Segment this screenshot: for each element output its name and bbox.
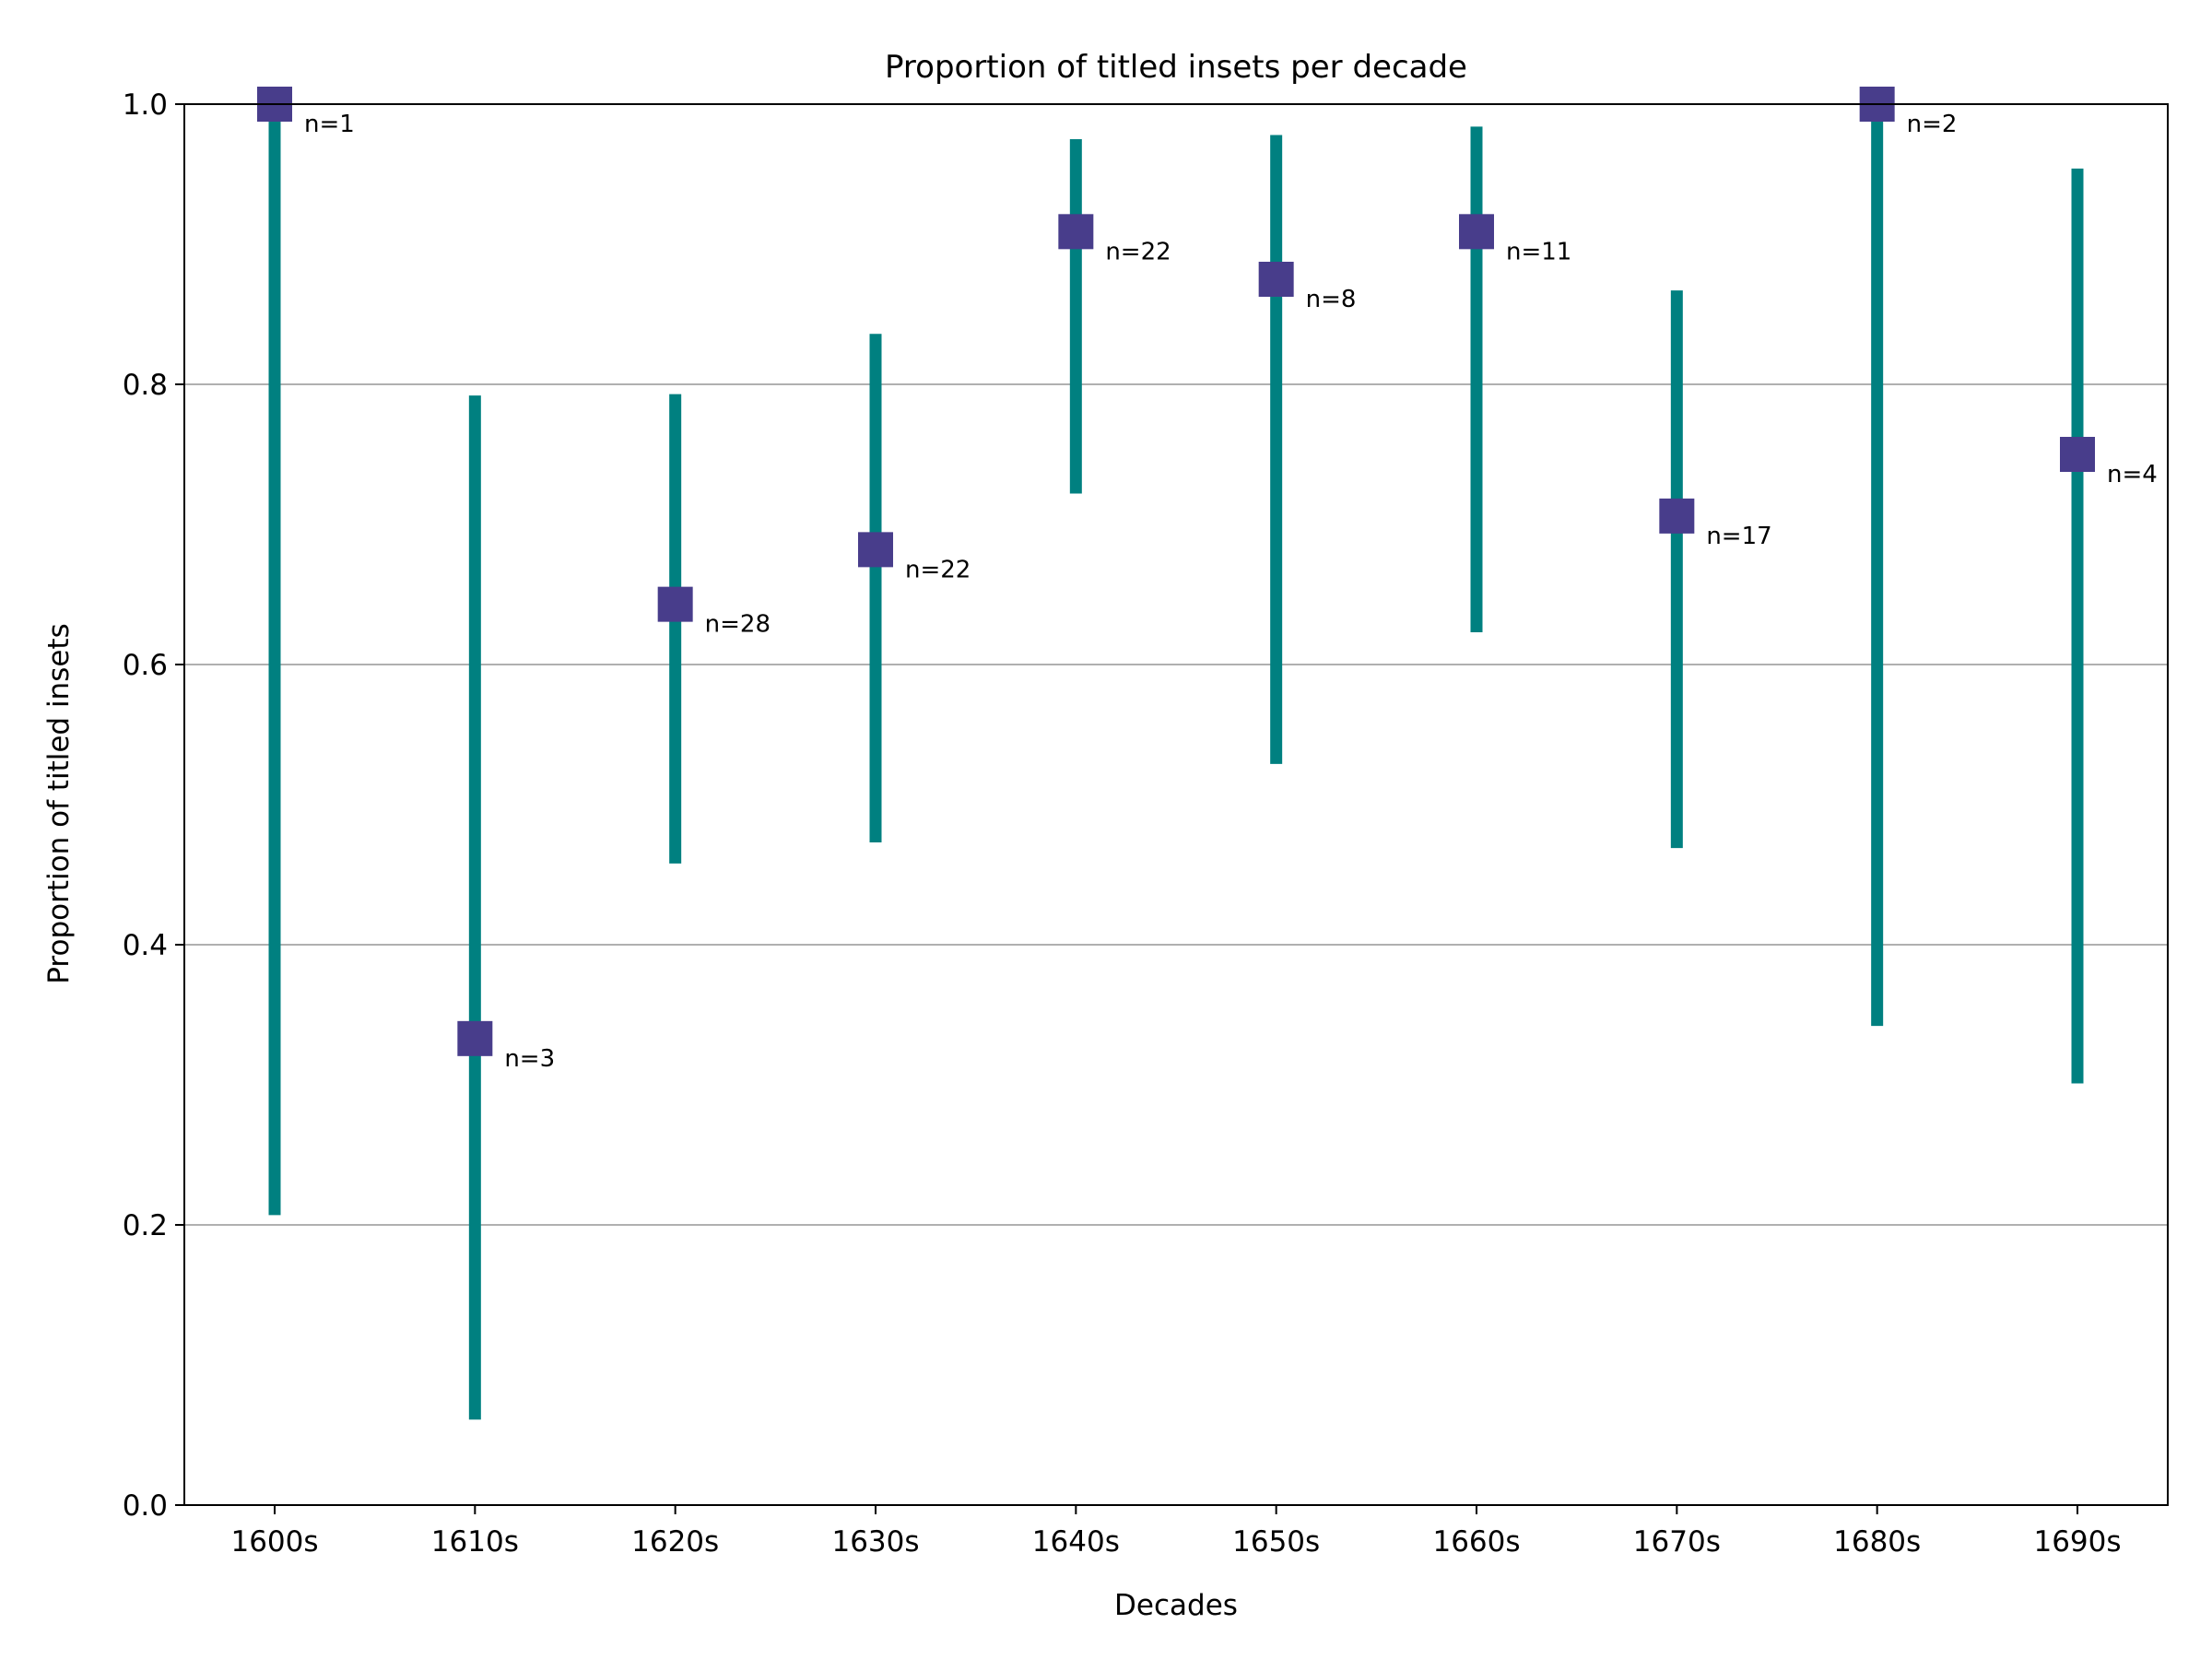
y-tick-label: 0.0 bbox=[123, 1489, 168, 1523]
point-marker-1640s bbox=[1058, 214, 1094, 250]
y-tick-label: 0.8 bbox=[123, 369, 168, 402]
plot-frame bbox=[183, 103, 2169, 1506]
count-label-1660s: n=11 bbox=[1506, 238, 1571, 265]
y-tick-label: 0.6 bbox=[123, 649, 168, 682]
count-label-1630s: n=22 bbox=[905, 556, 971, 583]
point-marker-1620s bbox=[657, 586, 693, 622]
x-axis-label: Decades bbox=[1114, 1589, 1238, 1622]
y-tick-label: 0.2 bbox=[123, 1209, 168, 1242]
point-marker-1610s bbox=[457, 1020, 493, 1056]
point-marker-1670s bbox=[1659, 498, 1695, 534]
point-marker-1650s bbox=[1258, 262, 1294, 297]
x-tick-label: 1690s bbox=[2033, 1525, 2121, 1559]
x-tick-label: 1620s bbox=[631, 1525, 719, 1559]
x-axis-ticks: 1600s 1610s 1620s 1630s 1640s 1650s 1660s 1670s… bbox=[230, 1505, 2122, 1559]
chart-title: Proportion of titled insets per decade bbox=[885, 49, 1467, 86]
confidence-intervals bbox=[268, 104, 2084, 1420]
count-label-1600s: n=1 bbox=[304, 111, 355, 138]
x-tick-label: 1600s bbox=[230, 1525, 318, 1559]
count-label-1640s: n=22 bbox=[1105, 238, 1171, 265]
count-label-1610s: n=3 bbox=[504, 1045, 555, 1073]
point-marker-1630s bbox=[858, 532, 893, 568]
x-tick-label: 1640s bbox=[1032, 1525, 1120, 1559]
y-axis-ticks: 0.0 0.2 0.4 0.6 0.8 1.0 bbox=[123, 88, 184, 1523]
x-tick-label: 1680s bbox=[1833, 1525, 1921, 1559]
y-axis-label: Proportion of titled insets bbox=[42, 623, 76, 983]
point-marker-1660s bbox=[1459, 214, 1494, 250]
x-tick-label: 1630s bbox=[831, 1525, 919, 1559]
x-tick-label: 1670s bbox=[1633, 1525, 1721, 1559]
count-label-1670s: n=17 bbox=[1706, 523, 1771, 550]
count-label-1620s: n=28 bbox=[705, 611, 771, 639]
count-labels: n=1 n=3 n=28 n=22 n=22 n=8 n=11 n=17 n=2 n=4 bbox=[304, 111, 2158, 1073]
count-label-1650s: n=8 bbox=[1306, 286, 1357, 313]
x-tick-label: 1660s bbox=[1432, 1525, 1520, 1559]
count-label-1680s: n=2 bbox=[1907, 111, 1958, 138]
x-tick-label: 1650s bbox=[1232, 1525, 1320, 1559]
y-tick-label: 1.0 bbox=[123, 88, 168, 122]
grid bbox=[184, 383, 2168, 1226]
count-label-1690s: n=4 bbox=[2107, 461, 2158, 488]
y-tick-label: 0.4 bbox=[123, 929, 168, 962]
point-marker-1690s bbox=[2060, 437, 2095, 472]
x-tick-label: 1610s bbox=[431, 1525, 519, 1559]
